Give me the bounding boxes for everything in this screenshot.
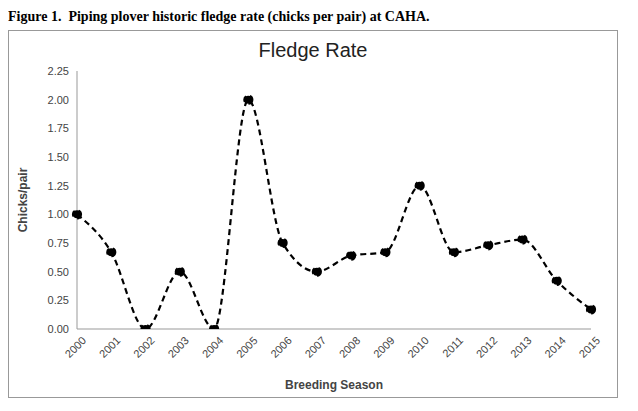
svg-text:2003: 2003 bbox=[165, 334, 191, 360]
svg-text:2000: 2000 bbox=[63, 334, 89, 360]
svg-text:2005: 2005 bbox=[234, 334, 260, 360]
svg-text:2.25: 2.25 bbox=[48, 65, 69, 77]
svg-text:2012: 2012 bbox=[474, 334, 500, 360]
svg-text:2006: 2006 bbox=[268, 334, 294, 360]
svg-text:Chicks/pair: Chicks/pair bbox=[16, 167, 30, 232]
svg-text:1.25: 1.25 bbox=[48, 180, 69, 192]
svg-text:1.75: 1.75 bbox=[48, 122, 69, 134]
svg-text:Breeding Season: Breeding Season bbox=[285, 378, 383, 392]
svg-text:2008: 2008 bbox=[337, 334, 363, 360]
svg-text:2001: 2001 bbox=[97, 334, 123, 360]
svg-text:2007: 2007 bbox=[302, 334, 328, 360]
svg-text:1.00: 1.00 bbox=[48, 208, 69, 220]
svg-text:2.00: 2.00 bbox=[48, 94, 69, 106]
html-text:Fledge Rate: Fledge Rate bbox=[258, 39, 368, 61]
html-text:Figure 1. Piping plover histor: Figure 1. Piping plover historic fledge … bbox=[8, 9, 430, 24]
svg-text:0.25: 0.25 bbox=[48, 294, 69, 306]
svg-text:0.50: 0.50 bbox=[48, 266, 69, 278]
svg-text:2013: 2013 bbox=[508, 334, 534, 360]
svg-text:2010: 2010 bbox=[405, 334, 431, 360]
svg-text:0.00: 0.00 bbox=[48, 323, 69, 335]
svg-text:1.50: 1.50 bbox=[48, 151, 69, 163]
svg-text:2002: 2002 bbox=[131, 334, 157, 360]
svg-text:2009: 2009 bbox=[371, 334, 397, 360]
svg-text:2015: 2015 bbox=[577, 334, 603, 360]
svg-text:2004: 2004 bbox=[200, 334, 226, 360]
svg-text:2014: 2014 bbox=[542, 334, 568, 360]
svg-text:0.75: 0.75 bbox=[48, 237, 69, 249]
svg-text:2011: 2011 bbox=[440, 334, 465, 359]
